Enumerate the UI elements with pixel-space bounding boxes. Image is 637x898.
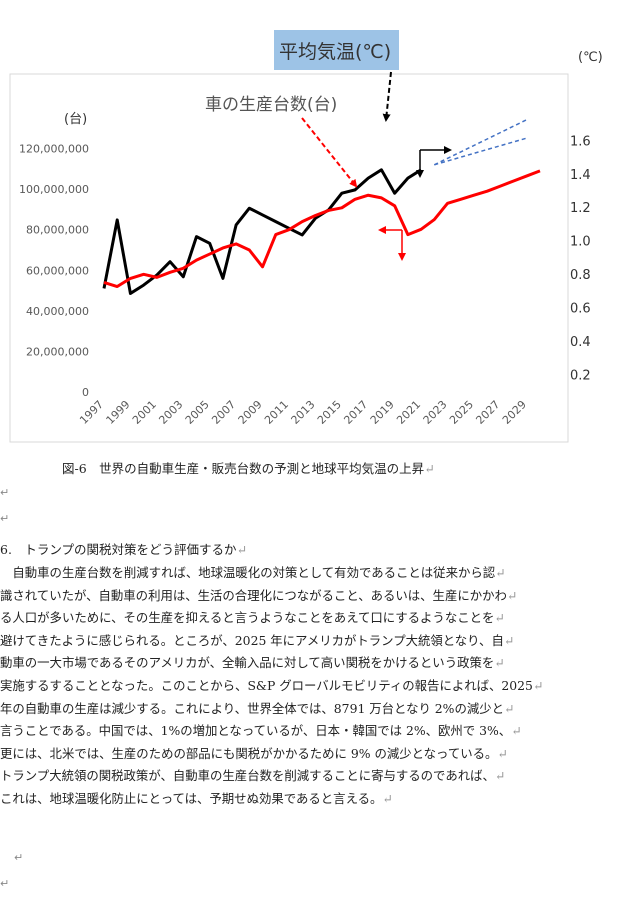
right-tick-label: 1.2 <box>570 201 591 216</box>
right-tick-label: 1.4 <box>570 168 591 183</box>
left-tick-label: 100,000,000 <box>19 183 89 196</box>
chart-area-border <box>9 73 569 443</box>
right-axis-ticks: 0.2 0.4 0.6 0.8 1.0 1.2 1.4 1.6 <box>570 134 591 383</box>
temperature-series-line <box>102 168 422 295</box>
temp-label-box <box>274 30 399 70</box>
paragraph-line: 更には、北米では、生産のための部品にも関税がかかるために 9% の減少となってい… <box>0 745 508 761</box>
paragraph-line: 避けてきたように感じられる。ところが、2025 年にアメリカがトランプ大統領とな… <box>0 632 515 648</box>
paragraph-line: 識されていたが、自動車の利用は、生活の合理化につながること、あるいは、生産にかか… <box>0 587 518 603</box>
projection-line <box>433 119 528 166</box>
paragraph-line: 年の自動車の生産は減少する。これにより、世界全体では、8791 万台となり 2%… <box>0 700 515 716</box>
right-tick-label: 0.6 <box>570 301 591 316</box>
car-pointer-arrow <box>301 117 358 188</box>
right-tick-label: 1.6 <box>570 134 591 149</box>
paragraph-line: 自動車の生産台数を削減すれば、地球温暖化の対策として有効であることは従来から認↵ <box>0 565 506 580</box>
left-axis-ticks: 0 20,000,000 40,000,000 60,000,000 80,000,00… <box>19 143 89 399</box>
figure-caption: 図-6 世界の自動車生産・販売台数の予測と地球平均気温の上昇↵ <box>62 461 435 476</box>
series-layer <box>102 119 541 295</box>
empty-paragraph-mark: ↵ <box>0 512 10 525</box>
car-label: 車の生産台数(台) <box>205 95 337 115</box>
chart: 0 20,000,000 40,000,000 60,000,000 80,000,00… <box>9 30 603 443</box>
paragraph-line: 実施するすることとなった。このことから、S&P グローバルモビリティの報告によれ… <box>0 677 544 693</box>
left-tick-label: 120,000,000 <box>19 143 89 156</box>
left-tick-label: 80,000,000 <box>26 224 89 237</box>
left-tick-label: 0 <box>82 386 89 399</box>
projection-line <box>434 137 527 166</box>
paragraph-mark: ↵ <box>424 461 435 476</box>
body-paragraph: 自動車の生産台数を削減すれば、地球温暖化の対策として有効であることは従来から認↵… <box>0 562 624 811</box>
left-tick-label: 60,000,000 <box>26 264 89 277</box>
car-production-series-line <box>103 169 541 289</box>
left-axis-unit: (台) <box>64 112 87 127</box>
paragraph-mark: ↵ <box>236 542 248 557</box>
temp-pointer-arrow <box>382 71 392 122</box>
right-axis-unit: (℃) <box>578 50 603 65</box>
empty-paragraph-mark: ↵ <box>0 877 10 890</box>
right-tick-label: 0.4 <box>570 335 591 350</box>
empty-paragraph-mark: ↵ <box>14 851 24 864</box>
paragraph-line: トランプ大統領の関税政策が、自動車の生産台数を削減することに寄与するのであれば、… <box>0 768 506 784</box>
section-heading: 6. トランプの関税対策をどう評価するか↵ <box>0 542 248 557</box>
paragraph-line: 言うことである。中国では、1%の増加となっているが、日本・韓国では 2%、欧州で… <box>0 723 522 739</box>
temp-label: 平均気温(℃) <box>279 41 391 63</box>
paragraph-line: これは、地球温暖化防止にとっては、予期せぬ効果であると言える。↵ <box>0 790 393 806</box>
right-tick-label: 1.0 <box>570 235 591 250</box>
paragraph-line: 動車の一大市場であるそのアメリカが、全輸入品に対して高い関税をかけるという政策を… <box>0 655 505 671</box>
left-tick-label: 20,000,000 <box>26 345 89 358</box>
empty-paragraph-mark: ↵ <box>0 486 10 499</box>
left-tick-label: 40,000,000 <box>26 305 89 318</box>
right-tick-label: 0.8 <box>570 268 591 283</box>
paragraph-line: る人口が多いために、その生産を抑えると言うようなことをあえて口にするようなことを… <box>0 610 505 626</box>
right-tick-label: 0.2 <box>570 368 591 383</box>
